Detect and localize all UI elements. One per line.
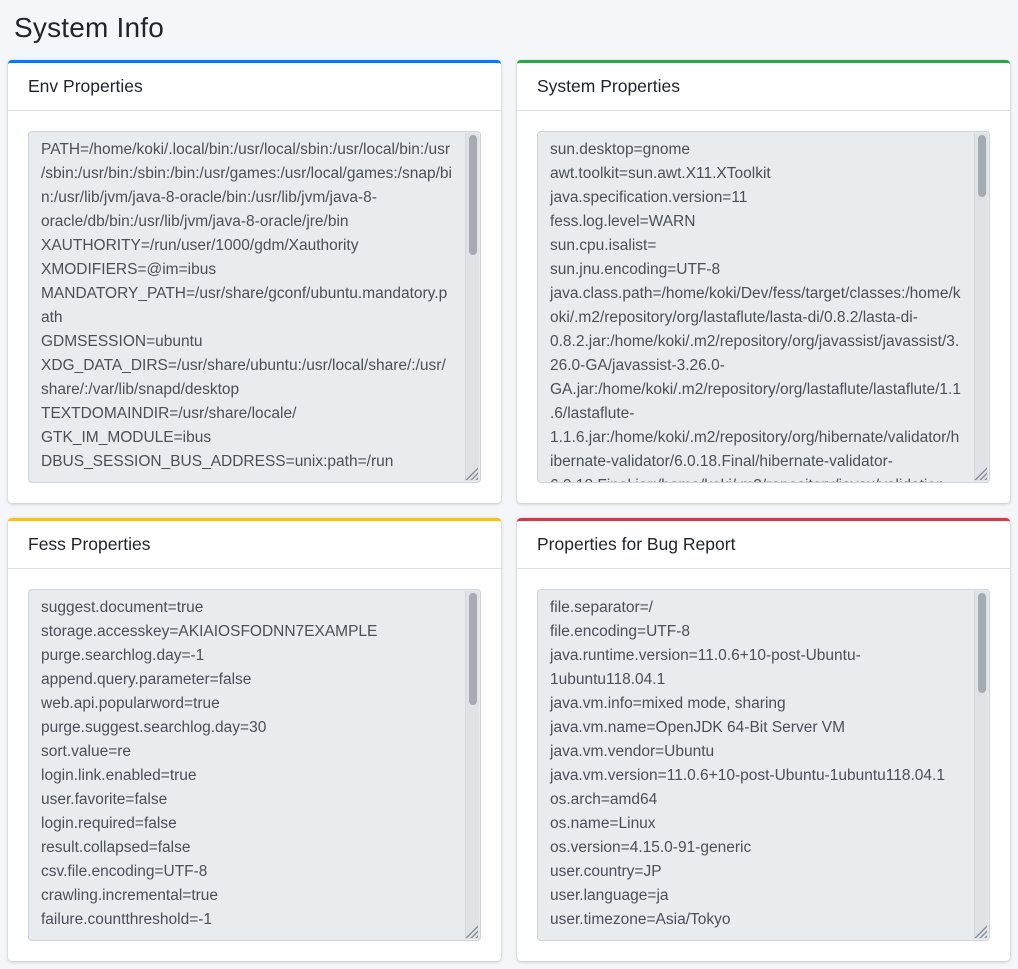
card-system-properties: System Properties sun.desktop=gnome awt.…	[517, 60, 1010, 503]
system-properties-textarea[interactable]: sun.desktop=gnome awt.toolkit=sun.awt.X1…	[537, 131, 990, 483]
fess-properties-textarea[interactable]: suggest.document=true storage.accesskey=…	[28, 589, 481, 941]
scrollbar-thumb[interactable]	[469, 593, 477, 705]
card-header: Fess Properties	[8, 521, 501, 569]
cards-grid: Env Properties PATH=/home/koki/.local/bi…	[8, 60, 1010, 961]
card-header: Env Properties	[8, 63, 501, 111]
bug-report-properties-textarea[interactable]: file.separator=/ file.encoding=UTF-8 jav…	[537, 589, 990, 941]
scrollbar-thumb[interactable]	[978, 135, 986, 197]
card-body: file.separator=/ file.encoding=UTF-8 jav…	[517, 569, 1010, 961]
scrollbar-thumb[interactable]	[978, 593, 986, 693]
fess-properties-text: suggest.document=true storage.accesskey=…	[41, 599, 378, 928]
page-title: System Info	[14, 12, 165, 43]
scrollbar[interactable]	[974, 591, 988, 939]
card-title: Fess Properties	[28, 534, 151, 554]
card-body: suggest.document=true storage.accesskey=…	[8, 569, 501, 961]
card-bug-report-properties: Properties for Bug Report file.separator…	[517, 518, 1010, 961]
env-properties-textarea[interactable]: PATH=/home/koki/.local/bin:/usr/local/sb…	[28, 131, 481, 483]
card-title: System Properties	[537, 76, 680, 96]
card-title: Properties for Bug Report	[537, 534, 736, 554]
card-body: sun.desktop=gnome awt.toolkit=sun.awt.X1…	[517, 111, 1010, 503]
content-container: Env Properties PATH=/home/koki/.local/bi…	[0, 60, 1018, 961]
env-properties-text: PATH=/home/koki/.local/bin:/usr/local/sb…	[41, 141, 452, 470]
card-env-properties: Env Properties PATH=/home/koki/.local/bi…	[8, 60, 501, 503]
scrollbar[interactable]	[465, 133, 479, 481]
card-header: Properties for Bug Report	[517, 521, 1010, 569]
scrollbar-thumb[interactable]	[469, 135, 477, 255]
system-properties-text: sun.desktop=gnome awt.toolkit=sun.awt.X1…	[550, 141, 961, 482]
card-title: Env Properties	[28, 76, 143, 96]
card-header: System Properties	[517, 63, 1010, 111]
card-fess-properties: Fess Properties suggest.document=true st…	[8, 518, 501, 961]
content-header: System Info	[0, 0, 1018, 60]
scrollbar[interactable]	[465, 591, 479, 939]
card-body: PATH=/home/koki/.local/bin:/usr/local/sb…	[8, 111, 501, 503]
bug-report-properties-text: file.separator=/ file.encoding=UTF-8 jav…	[550, 599, 945, 928]
scrollbar[interactable]	[974, 133, 988, 481]
